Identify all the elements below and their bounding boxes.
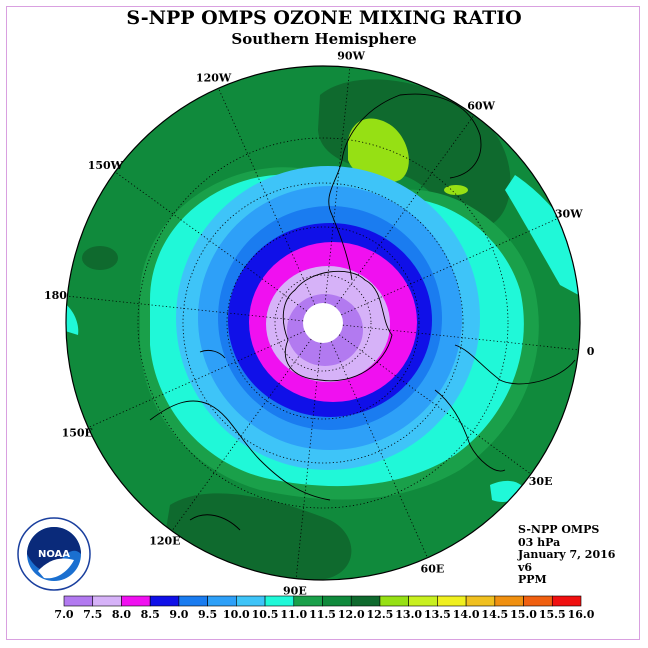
lat-circle-80S	[274, 274, 372, 372]
coast-south-america	[328, 93, 482, 281]
longitude-label: 30W	[555, 208, 583, 221]
info-box: S-NPP OMPS 03 hPa January 7, 2016 v6 PPM	[518, 523, 616, 587]
coast-new-zealand	[199, 349, 226, 359]
info-units: PPM	[518, 573, 547, 586]
polar-data-hole	[303, 303, 343, 343]
longitude-label: 120W	[196, 71, 232, 84]
coast-new-guinea	[189, 514, 241, 531]
longitude-label: 90W	[337, 49, 365, 62]
lat-circle-50S	[137, 137, 509, 509]
longitude-label: 150E	[62, 426, 93, 439]
coast-australia	[149, 400, 331, 501]
band-10.5-edge-west	[66, 300, 79, 335]
info-version: v6	[518, 560, 533, 574]
longitude-label: 150W	[88, 159, 124, 172]
noaa-logo-text: NOAA	[38, 549, 70, 560]
chart-title: S-NPP OMPS OZONE MIXING RATIO	[126, 7, 522, 29]
coast-africa	[454, 344, 576, 385]
map-boundary	[65, 65, 581, 581]
longitude-label: 60W	[467, 99, 495, 112]
coast-antarctica	[282, 270, 393, 382]
chart-subtitle: Southern Hemisphere	[231, 30, 417, 48]
plot-frame	[6, 6, 640, 640]
coastlines	[149, 93, 576, 531]
band-12.5-small	[444, 185, 468, 195]
longitude-labels: 90W 60W 30W 0 30E 60E 90E 120E 150E 180 150W 120W	[44, 49, 595, 597]
band-12.0-patch-west	[82, 246, 118, 270]
longitude-label: 30E	[529, 475, 553, 488]
lat-circle-60S	[182, 182, 464, 464]
lat-circle-70S	[226, 226, 420, 420]
longitude-label: 90E	[283, 585, 307, 598]
band-10.5-edge-east	[505, 175, 580, 300]
info-date: January 7, 2016	[518, 548, 616, 561]
band-12.5-max	[348, 118, 409, 183]
info-instrument: S-NPP OMPS	[518, 523, 600, 536]
longitude-label: 0	[587, 345, 595, 358]
info-level: 03 hPa	[518, 535, 561, 549]
longitude-label: 60E	[421, 563, 445, 576]
noaa-logo: NOAA	[17, 517, 91, 591]
coast-madagascar-region	[434, 389, 506, 472]
longitude-label: 120E	[149, 535, 180, 548]
longitude-label: 180	[44, 289, 67, 302]
